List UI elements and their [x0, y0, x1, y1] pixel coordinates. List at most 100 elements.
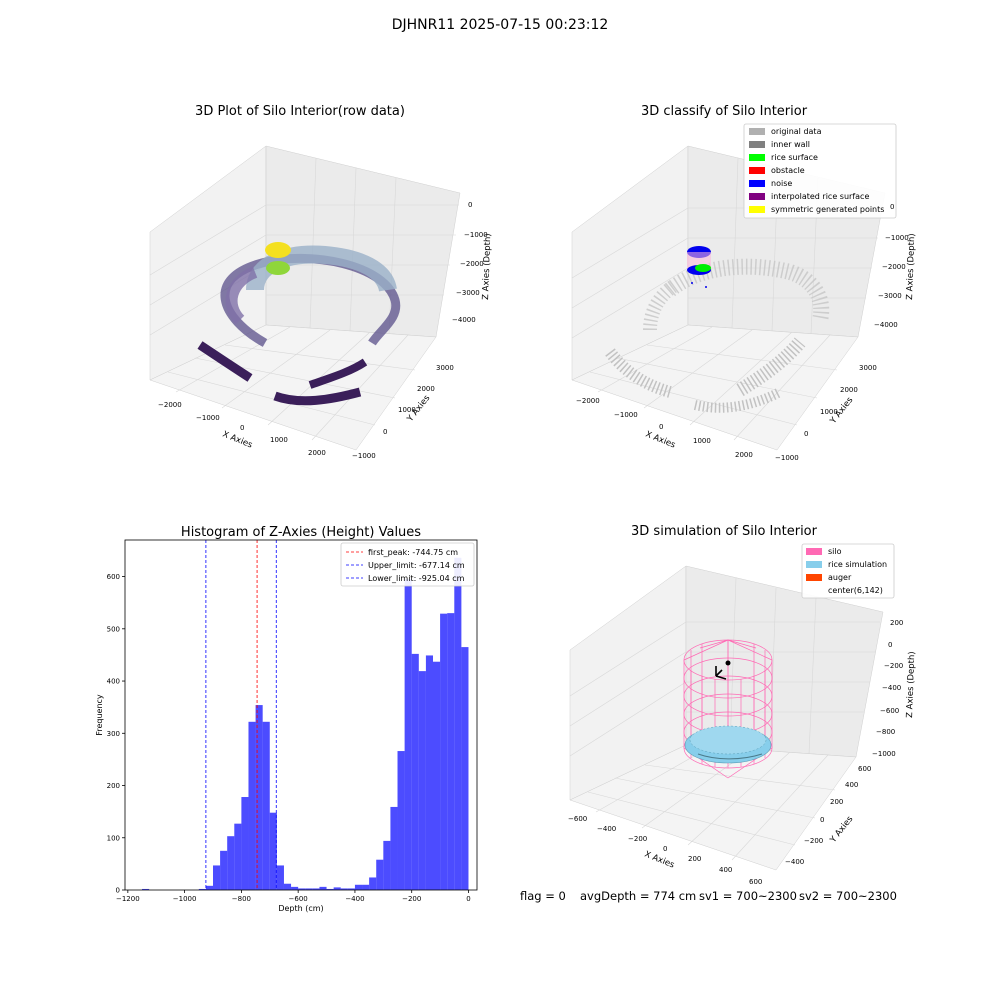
simulation-ztick-4: −600	[880, 707, 899, 715]
simulation-legend-label-3: center(6,142)	[828, 586, 883, 595]
classify-legend-swatch-3	[749, 167, 765, 174]
histogram-xtick-label-1: −1000	[173, 895, 197, 903]
histogram-bar-1	[198, 888, 206, 890]
histogram-bar-38	[461, 647, 469, 890]
histogram-ytick-label-5: 500	[107, 625, 120, 633]
histogram-bar-20	[333, 887, 341, 890]
raw-xtick-3: 1000	[270, 436, 288, 444]
classify-xlabel: X Axies	[644, 430, 677, 451]
classify-ztick-4: −4000	[874, 321, 898, 329]
histogram-bar-17	[312, 888, 320, 890]
raw-ytick-2: 1000	[398, 406, 416, 414]
simulation-xtick-5: 400	[719, 866, 732, 874]
simulation-legend-swatch-3	[806, 587, 822, 594]
raw-xtick-2: 0	[240, 424, 244, 432]
histogram-bar-18	[319, 886, 327, 890]
histogram-bar-19	[326, 888, 334, 890]
classify-xtick-2: 0	[659, 423, 663, 431]
simulation-plot-title: 3D simulation of Silo Interior	[631, 524, 817, 539]
histogram-bar-25	[369, 877, 377, 890]
histogram-bar-15	[298, 888, 306, 890]
classify-zlabel: Z Axies (Depth)	[905, 233, 917, 300]
histogram-bar-31	[411, 653, 419, 890]
rice-simulation-surface	[684, 725, 772, 764]
simulation-ytick-3: 200	[830, 798, 843, 806]
raw-xlabel: X Axies	[221, 430, 254, 451]
histogram-bar-36	[447, 613, 455, 890]
histogram-xtick-label-2: −800	[232, 895, 251, 903]
histogram-bar-37	[454, 557, 462, 890]
histogram-legend-label-2: Lower_limit: -925.04 cm	[368, 574, 465, 583]
classify-xtick-0: −2000	[576, 397, 600, 405]
classify-legend-swatch-4	[749, 180, 765, 187]
simulation-legend-label-0: silo	[828, 547, 842, 556]
simulation-legend-label-2: auger	[828, 573, 852, 582]
histogram-bar-22	[347, 888, 355, 890]
simulation-xtick-3: 0	[663, 845, 667, 853]
classify-ytick-0: −1000	[775, 454, 799, 462]
simulation-legend-label-1: rice simulation	[828, 560, 887, 569]
histogram-bar-24	[362, 884, 370, 890]
raw-ztick-2: −2000	[460, 260, 484, 268]
simulation-xtick-4: 200	[688, 855, 701, 863]
classify-ztick-2: −2000	[882, 263, 906, 271]
histogram-xtick-label-5: −200	[402, 895, 421, 903]
figure-title: DJHNR11 2025-07-15 00:23:12	[391, 17, 609, 33]
simulation-ytick-4: 400	[845, 781, 858, 789]
simulation-legend-swatch-2	[806, 574, 822, 581]
histogram-xtick-label-6: 0	[466, 895, 470, 903]
classify-xtick-4: 2000	[735, 451, 753, 459]
histogram-title: Histogram of Z-Axies (Height) Values	[181, 525, 421, 540]
simulation-legend-swatch-0	[806, 548, 822, 555]
classify-legend: original data inner wall rice surface obsta…	[743, 123, 897, 219]
simulation-ztick-0: 200	[890, 619, 903, 627]
histogram-bar-0	[142, 888, 150, 890]
simulation-ztick-2: −200	[884, 662, 903, 670]
histogram-bar-3	[213, 865, 221, 890]
status-sv1: sv1 = 700~2300	[699, 889, 797, 903]
histogram-bar-28	[390, 806, 398, 890]
classify-legend-swatch-2	[749, 154, 765, 161]
raw-zlabel: Z Axies (Depth)	[481, 233, 493, 300]
raw-ytick-4: 3000	[436, 364, 454, 372]
histogram-legend	[340, 542, 475, 587]
classify-plot-title: 3D classify of Silo Interior	[640, 104, 808, 119]
histogram-bar-9	[255, 705, 263, 890]
histogram-bar-12	[276, 865, 284, 890]
simulation-xtick-1: −400	[597, 825, 616, 833]
classify-ztick-0: 0	[890, 203, 894, 211]
simulation-axes-panes	[569, 565, 884, 871]
classify-legend-swatch-0	[749, 128, 765, 135]
simulation-ytick-2: 0	[820, 816, 824, 824]
simulation-xtick-0: −600	[568, 815, 587, 823]
simulation-3d-plot: silo rice simulation auger center(6,142) 20…	[568, 543, 917, 886]
simulation-xtick-6: 600	[749, 878, 762, 886]
raw-ytick-1: 0	[383, 428, 387, 436]
histogram-xtick-label-3: −600	[289, 895, 308, 903]
classify-legend-label-5: interpolated rice surface	[771, 192, 869, 201]
histogram-ytick-label-4: 400	[107, 678, 120, 686]
histogram-bar-10	[262, 721, 270, 890]
histogram-ytick-label-2: 200	[107, 782, 120, 790]
classify-3d-plot: original data inner wall rice surface obsta…	[571, 123, 917, 462]
raw-xtick-4: 2000	[308, 449, 326, 457]
classify-legend-label-1: inner wall	[771, 140, 810, 149]
simulation-zlabel: Z Axies (Depth)	[905, 651, 917, 718]
classify-xtick-1: −1000	[614, 411, 638, 419]
histogram-ytick-label-3: 300	[107, 730, 120, 738]
raw-3d-plot: 0 −1000 −2000 −3000 −4000 −2000 −1000 0 …	[149, 145, 493, 460]
histogram-ytick-label-1: 100	[107, 834, 120, 842]
classify-ytick-2: 1000	[820, 408, 838, 416]
classify-ytick-4: 3000	[859, 364, 877, 372]
classify-ztick-1: −1000	[885, 234, 909, 242]
raw-plot-title: 3D Plot of Silo Interior(row data)	[195, 104, 405, 119]
simulation-xtick-2: −200	[628, 835, 647, 843]
classify-legend-label-3: obstacle	[771, 166, 805, 175]
simulation-ytick-5: 600	[858, 765, 871, 773]
simulation-ztick-1: 0	[888, 641, 892, 649]
auger-and-center	[715, 660, 731, 680]
histogram-bar-34	[433, 661, 441, 890]
histogram-xlabel: Depth (cm)	[278, 904, 323, 913]
raw-xtick-0: −2000	[158, 401, 182, 409]
histogram-bar-7	[241, 797, 249, 890]
